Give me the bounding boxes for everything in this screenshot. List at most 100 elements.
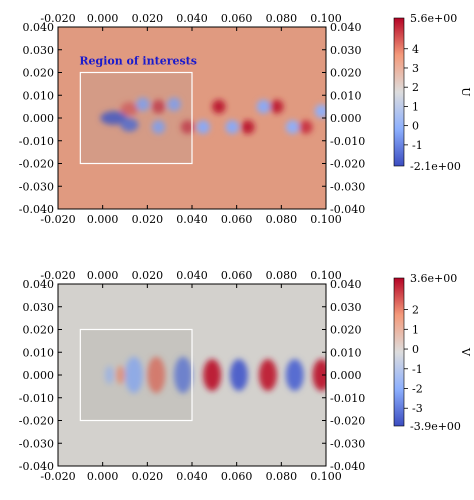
y-tick-label-left: 0.020 — [23, 67, 55, 80]
colorbar-ticks: 4 3 2 1 0 -1 — [404, 43, 423, 152]
y-tick-label-right: -0.020 — [330, 158, 365, 171]
y-tick-label-right: 0.000 — [330, 112, 362, 125]
region-of-interest-box — [79, 71, 193, 165]
vortex-blob — [203, 359, 222, 391]
vortex-blob — [136, 97, 150, 112]
vortex-blob — [225, 120, 239, 134]
colorbar-tick-label: -2 — [412, 383, 423, 396]
y-tick-label-right: -0.030 — [330, 180, 365, 193]
vortex-blob — [229, 359, 248, 391]
x-tick-label-top: -0.020 — [40, 12, 75, 25]
y-tick-label-right: 0.010 — [330, 346, 362, 359]
x-tick-label-bottom: 0.000 — [87, 213, 119, 226]
x-tick-label-bottom: 0.020 — [132, 470, 164, 483]
x-tick-label-top: 0.040 — [176, 269, 208, 282]
x-tick-label-top: 0.080 — [266, 12, 298, 25]
colorbar-tick-label: -3 — [412, 402, 423, 415]
y-tick-label-right: -0.030 — [330, 437, 365, 450]
colorbar-tick-label: 2 — [412, 81, 419, 94]
colorbar-tick-label: 1 — [412, 323, 419, 336]
wake-features — [100, 97, 326, 134]
y-tick-label-right: -0.040 — [330, 460, 365, 473]
vortex-blob — [314, 104, 326, 118]
colorbar-ticks: 2 1 0 -1 -2 -3 — [404, 304, 423, 415]
vortex-blob — [180, 120, 195, 134]
y-tick-label-right: 0.030 — [330, 301, 362, 314]
vortex-blob — [256, 99, 271, 114]
vortex-blob — [270, 99, 284, 114]
y-tick-label-left: 0.010 — [23, 89, 55, 102]
colorbar-tick-label: 0 — [412, 343, 419, 356]
vortex-blob — [120, 102, 139, 116]
y-tick-label-left: -0.020 — [19, 158, 54, 171]
y-tick-label-left: 0.020 — [23, 324, 55, 337]
x-tick-label-top: 0.020 — [132, 12, 164, 25]
colorbar-min-label: -3.9e+00 — [410, 420, 461, 433]
colorbar-title: U — [459, 87, 472, 96]
vortex-blob — [104, 365, 114, 385]
x-tick-label-top: 0.020 — [132, 269, 164, 282]
colorbar-title: V — [459, 347, 472, 357]
vortex-blob — [241, 120, 255, 134]
y-tick-label-left: 0.000 — [23, 369, 55, 382]
x-tick-label-bottom: 0.080 — [266, 213, 298, 226]
axis-ticks: -0.020 -0.020 0.000 0.000 0.020 0.020 0.040 0.0… — [19, 12, 365, 226]
colorbar-max-label: 5.6e+00 — [410, 12, 457, 25]
x-tick-label-bottom: 0.020 — [132, 213, 164, 226]
y-tick-label-right: -0.020 — [330, 415, 365, 428]
y-tick-label-right: -0.010 — [330, 135, 365, 148]
x-tick-label-top: 0.080 — [266, 269, 298, 282]
colorbar-tick-label: -1 — [412, 363, 423, 376]
vortex-blob — [167, 97, 181, 112]
x-tick-label-top: 0.100 — [310, 12, 342, 25]
x-tick-label-top: 0.060 — [221, 269, 253, 282]
colorbar-min-label: -2.1e+00 — [410, 160, 461, 173]
x-tick-label-bottom: -0.020 — [40, 213, 75, 226]
region-of-interest-label: Region of interests — [79, 55, 197, 68]
vortex-blob — [196, 120, 210, 134]
x-tick-label-bottom: 0.080 — [266, 470, 298, 483]
y-tick-label-left: 0.010 — [23, 346, 55, 359]
y-tick-label-right: 0.000 — [330, 369, 362, 382]
colorbar-tick-label: 4 — [412, 43, 419, 56]
wake-features — [104, 356, 326, 394]
region-of-interest-box — [79, 328, 193, 422]
y-tick-label-left: -0.030 — [19, 180, 54, 193]
vortex-blob — [116, 365, 125, 385]
y-tick-label-left: -0.020 — [19, 415, 54, 428]
vortex-blob — [100, 111, 128, 125]
y-tick-label-right: 0.040 — [330, 278, 362, 291]
y-tick-label-right: -0.010 — [330, 392, 365, 405]
x-tick-label-top: 0.000 — [87, 269, 119, 282]
y-tick-label-left: 0.030 — [23, 301, 55, 314]
y-tick-label-right: 0.020 — [330, 324, 362, 337]
x-tick-label-bottom: 0.060 — [221, 213, 253, 226]
y-tick-label-left: 0.040 — [23, 21, 55, 34]
vortex-blob — [299, 120, 313, 134]
y-tick-label-left: -0.010 — [19, 135, 54, 148]
y-tick-label-left: 0.000 — [23, 112, 55, 125]
vortex-blob — [285, 359, 304, 391]
y-tick-label-left: 0.030 — [23, 44, 55, 57]
y-tick-label-right: 0.030 — [330, 44, 362, 57]
x-tick-label-bottom: 0.040 — [176, 213, 208, 226]
y-tick-label-left: -0.040 — [19, 460, 54, 473]
colorbar-tick-label: -1 — [412, 139, 423, 152]
axis-ticks: -0.020 -0.020 0.000 0.000 0.020 0.020 0.040 0.0… — [19, 269, 365, 483]
colorbar-tick-label: 1 — [412, 100, 419, 113]
vortex-blob — [147, 356, 166, 394]
x-tick-label-top: -0.020 — [40, 269, 75, 282]
x-tick-label-bottom: 0.060 — [221, 470, 253, 483]
x-tick-label-bottom: 0.040 — [176, 470, 208, 483]
vortex-blob — [285, 120, 300, 134]
x-tick-label-top: 0.040 — [176, 12, 208, 25]
vortex-blob — [312, 359, 326, 391]
vortex-blob — [151, 99, 166, 114]
vortex-blob — [174, 356, 192, 394]
x-tick-label-bottom: 0.100 — [310, 470, 342, 483]
y-tick-label-right: 0.020 — [330, 67, 362, 80]
colorbar — [393, 277, 405, 427]
x-tick-label-top: 0.060 — [221, 12, 253, 25]
panel-v: -0.020 -0.020 0.000 0.000 0.020 0.020 0.040 0.0… — [19, 269, 472, 483]
